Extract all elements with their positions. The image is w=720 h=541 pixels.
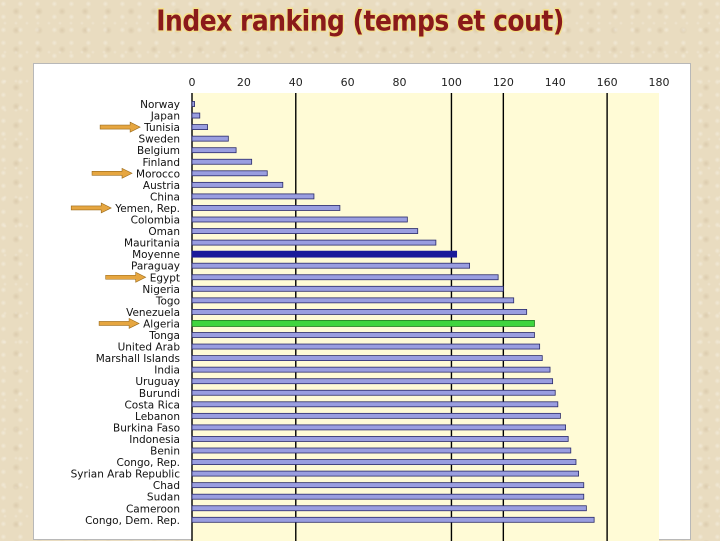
bar (191, 250, 458, 258)
category-label: Moyenne (132, 249, 180, 261)
category-label: Burundi (139, 388, 180, 400)
bar (191, 436, 569, 442)
plot-area (192, 93, 659, 541)
category-label: Belgium (137, 145, 180, 157)
category-label: Egypt (150, 272, 180, 284)
bar (191, 135, 229, 142)
tick-label: 180 (649, 76, 670, 89)
tick-label: 80 (393, 76, 407, 89)
arrow-icon (91, 167, 133, 179)
category-label: Oman (148, 226, 180, 238)
bar (191, 355, 543, 362)
bar (191, 193, 315, 200)
category-label: China (150, 191, 180, 203)
category-label: Norway (140, 99, 180, 111)
bar (191, 124, 208, 130)
bar (191, 320, 535, 327)
bar (191, 470, 579, 477)
category-label: Burkina Faso (113, 422, 180, 434)
tick-label: 140 (545, 76, 566, 89)
bar (191, 493, 585, 500)
category-label: United Arab (118, 342, 181, 354)
category-label: Indonesia (129, 434, 180, 446)
tick-label: 160 (597, 76, 618, 89)
bar (191, 147, 237, 154)
category-label: Lebanon (135, 411, 180, 423)
bar (191, 181, 284, 188)
bar (191, 424, 567, 431)
bar (191, 216, 408, 223)
category-label: Congo, Dem. Rep. (85, 515, 180, 527)
category-label: Colombia (131, 215, 180, 227)
bar (191, 297, 515, 304)
category-label: Tunisia (143, 122, 180, 134)
bar (191, 112, 201, 119)
category-label: Costa Rica (124, 399, 180, 411)
category-label: Nigeria (142, 284, 180, 296)
bar (191, 262, 471, 269)
category-label: Sweden (139, 134, 181, 146)
category-label: Japan (150, 111, 180, 123)
arrow-icon (105, 271, 147, 283)
bar-chart: 0 20 40 60 80 100 120 140 160 180 NorwayJapanTunis… (70, 76, 670, 541)
bar (191, 332, 535, 338)
category-label: Togo (155, 295, 180, 307)
category-label: Uruguay (135, 376, 180, 388)
bar (191, 505, 587, 512)
bar (191, 170, 268, 177)
tick-label: 0 (189, 76, 196, 89)
category-label: Paraguay (131, 261, 180, 273)
category-label: Venezuela (126, 307, 180, 319)
tick-label: 120 (493, 76, 514, 89)
bar (191, 412, 561, 419)
tick-label: 40 (289, 76, 303, 89)
bar (191, 401, 559, 408)
category-label: Marshall Islands (96, 353, 180, 365)
bar (191, 516, 595, 523)
bar (191, 239, 437, 246)
tick-label: 60 (341, 76, 355, 89)
category-label: Cameroon (126, 503, 180, 515)
bar (191, 447, 572, 454)
bar (191, 459, 577, 465)
bar (191, 205, 341, 211)
bar (191, 366, 551, 373)
bar (191, 158, 253, 165)
category-label: Congo, Rep. (117, 457, 180, 469)
arrow-icon (98, 317, 140, 329)
category-label: Algeria (143, 318, 180, 330)
bar (191, 228, 419, 234)
bar (191, 101, 195, 107)
bar (191, 285, 504, 292)
bar (191, 482, 585, 489)
category-label: Finland (142, 157, 180, 169)
bar (191, 389, 556, 396)
category-label: Mauritania (124, 238, 180, 250)
bar (191, 343, 541, 350)
category-label: Yemen, Rep. (114, 203, 180, 215)
category-label: Benin (150, 446, 180, 458)
arrow-icon (99, 121, 141, 133)
bar (191, 274, 499, 281)
category-label: Sudan (147, 492, 180, 504)
chart-container: 0 20 40 60 80 100 120 140 160 180 Norway Japan Tunis… (33, 63, 691, 541)
category-label: India (154, 365, 180, 377)
slide-title: Index ranking (temps et cout) (156, 3, 564, 38)
bar (191, 308, 528, 315)
category-label: Syrian Arab Republic (71, 469, 181, 481)
category-label: Morocco (136, 168, 180, 180)
tick-label: 20 (237, 76, 251, 89)
arrow-icon (70, 202, 112, 214)
tick-label: 100 (441, 76, 462, 89)
category-label: Tonga (148, 330, 180, 342)
bar (191, 378, 554, 385)
category-label: Chad (153, 480, 180, 492)
category-label: Austria (143, 180, 180, 192)
